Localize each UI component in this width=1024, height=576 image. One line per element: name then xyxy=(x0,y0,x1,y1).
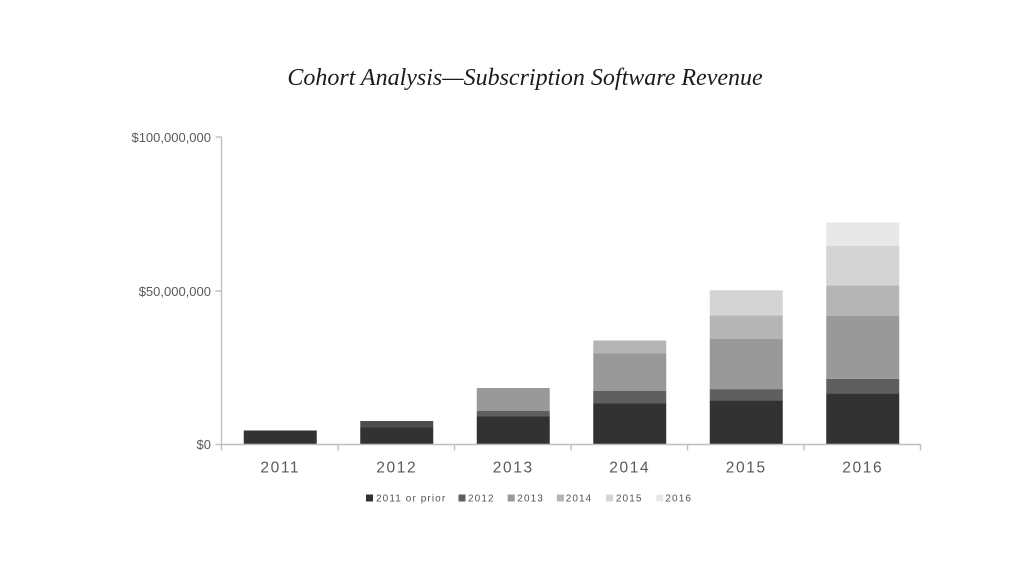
svg-text:Cohort Analysis—Subscription S: Cohort Analysis—Subscription Software Re… xyxy=(287,65,763,91)
svg-text:$50,000,000: $50,000,000 xyxy=(139,284,211,299)
svg-text:2011 or prior: 2011 or prior xyxy=(376,494,446,505)
svg-text:$0: $0 xyxy=(197,437,211,452)
svg-text:2011: 2011 xyxy=(260,460,300,477)
svg-text:2014: 2014 xyxy=(609,460,650,477)
svg-text:2013: 2013 xyxy=(517,494,544,505)
svg-text:2016: 2016 xyxy=(842,460,883,477)
svg-text:2016: 2016 xyxy=(665,494,692,505)
svg-text:2014: 2014 xyxy=(566,494,593,505)
svg-text:2013: 2013 xyxy=(493,460,534,477)
svg-text:2012: 2012 xyxy=(376,460,417,477)
svg-text:2015: 2015 xyxy=(726,460,767,477)
svg-text:$100,000,000: $100,000,000 xyxy=(131,130,211,145)
svg-text:2012: 2012 xyxy=(468,494,495,505)
svg-text:2015: 2015 xyxy=(616,494,643,505)
